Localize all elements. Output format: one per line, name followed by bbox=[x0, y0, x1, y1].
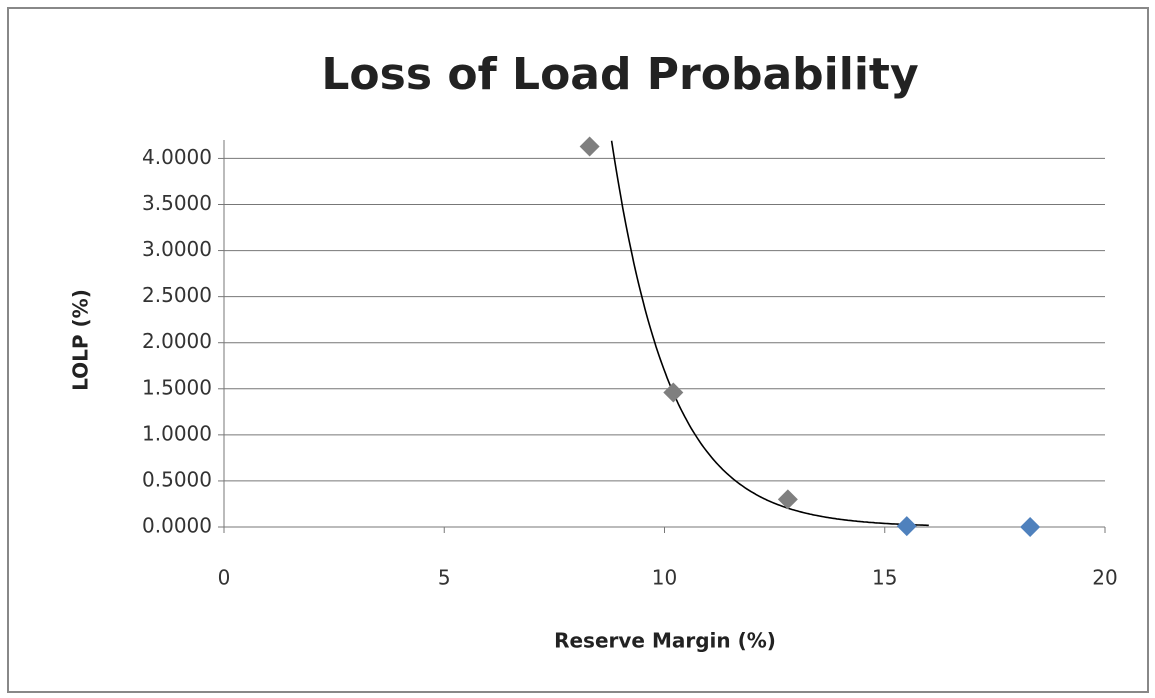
y-tick-label: 2.5000 bbox=[142, 283, 212, 307]
y-tick-label: 3.0000 bbox=[142, 237, 212, 261]
data-point bbox=[1020, 517, 1041, 537]
trendline bbox=[610, 140, 929, 527]
data-point bbox=[777, 489, 798, 510]
y-tick-label: 4.0000 bbox=[142, 145, 212, 169]
x-tick-label: 20 bbox=[1092, 566, 1117, 590]
x-tick-label: 0 bbox=[218, 566, 231, 590]
y-tick-label: 1.5000 bbox=[142, 375, 212, 399]
data-point bbox=[896, 516, 917, 537]
y-tick-label: 0.5000 bbox=[142, 467, 212, 491]
y-axis-label: LOLP (%) bbox=[69, 289, 93, 391]
data-point bbox=[579, 136, 600, 157]
chart-title: Loss of Load Probability bbox=[321, 49, 918, 100]
x-tick-label: 15 bbox=[872, 566, 897, 590]
x-axis-label: Reserve Margin (%) bbox=[554, 629, 776, 653]
y-tick-label: 1.0000 bbox=[142, 421, 212, 445]
chart-frame bbox=[7, 7, 1149, 693]
y-tick-label: 0.0000 bbox=[142, 514, 212, 538]
y-tick-label: 3.5000 bbox=[142, 191, 212, 215]
x-tick-label: 10 bbox=[652, 566, 677, 590]
x-tick-label: 5 bbox=[438, 566, 451, 590]
y-tick-label: 2.0000 bbox=[142, 329, 212, 353]
data-point bbox=[663, 382, 684, 403]
